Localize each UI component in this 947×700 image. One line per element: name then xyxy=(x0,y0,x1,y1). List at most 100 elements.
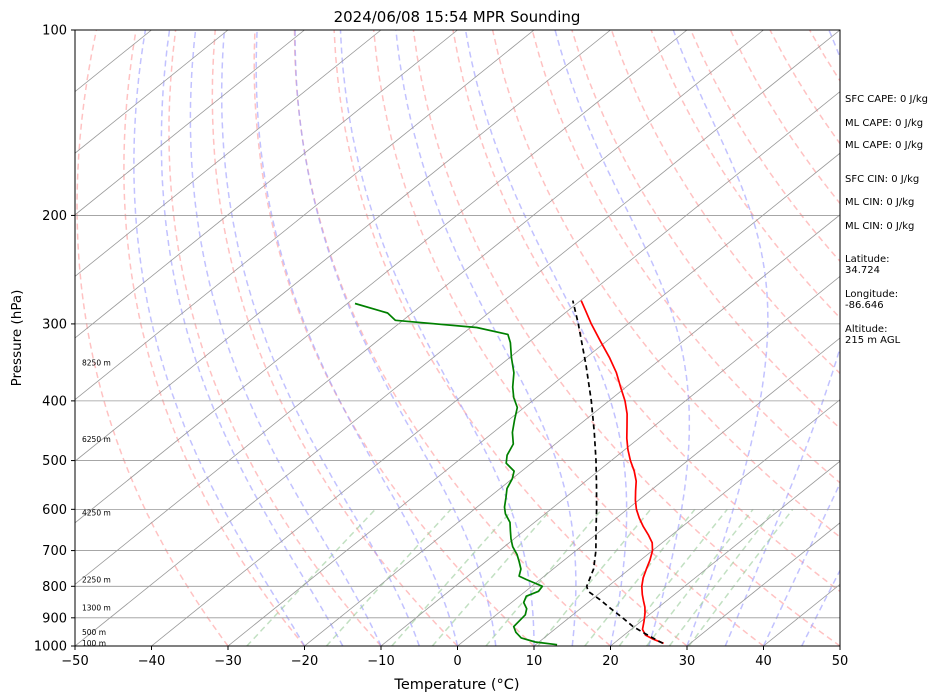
isotherm-line xyxy=(75,30,305,216)
mixing-ratio-line xyxy=(246,508,376,646)
dry-adiabat-line xyxy=(293,30,611,646)
mixing-ratio-line xyxy=(688,508,794,646)
pressure-gridlines xyxy=(75,30,840,646)
x-tick-label: 50 xyxy=(832,654,849,669)
height-label: 8250 m xyxy=(82,358,111,367)
mixing-ratio-line xyxy=(391,508,514,646)
isotherm-line xyxy=(380,275,840,646)
height-label: 2250 m xyxy=(82,576,111,585)
isotherm-line xyxy=(75,30,840,646)
mixing-ratio-line xyxy=(537,508,652,646)
y-axis-label: Pressure (hPa) xyxy=(9,290,25,387)
dry-adiabat-line xyxy=(650,30,840,319)
moist-adiabat-line xyxy=(339,30,535,646)
longitude-value: -86.646 xyxy=(845,300,884,311)
altitude-value: 215 m AGL xyxy=(845,335,901,346)
y-tick-label: 200 xyxy=(42,209,67,224)
moist-adiabat-line xyxy=(133,30,306,646)
x-axis-label: Temperature (°C) xyxy=(393,677,519,693)
x-tick-label: 40 xyxy=(755,654,772,669)
moist-adiabat-line xyxy=(189,30,382,646)
mixing-ratio-line xyxy=(584,508,696,646)
sfc-cape-text: SFC CAPE: 0 J/kg xyxy=(845,94,928,105)
isotherm-line xyxy=(75,30,764,585)
isotherm-line xyxy=(533,399,840,646)
y-tick-label: 300 xyxy=(42,317,67,332)
moist-adiabat-line xyxy=(724,30,840,646)
dry-adiabat-line xyxy=(452,30,840,593)
altitude-label: Altitude: xyxy=(845,324,887,335)
dry-adiabat-line xyxy=(333,30,688,646)
x-tick-label: −40 xyxy=(138,654,165,669)
dry-adiabat-line xyxy=(76,30,229,646)
moist-adiabat-line xyxy=(160,30,344,646)
sounding-series xyxy=(354,300,664,646)
dewpoint-line xyxy=(354,302,558,646)
x-tick-label: −20 xyxy=(291,654,318,669)
x-tick-label: 0 xyxy=(453,654,461,669)
y-tick-label: 400 xyxy=(42,394,67,409)
height-label: 100 m xyxy=(82,639,106,648)
moist-adiabat-line xyxy=(220,30,420,646)
dry-adiabat-line xyxy=(929,30,947,646)
x-tick-label: −10 xyxy=(367,654,394,669)
parcel-line xyxy=(571,300,664,645)
height-label: 1300 m xyxy=(82,604,111,613)
y-axis-ticks: 1000 900 800 700 600 500 400 300 200 100 xyxy=(34,24,75,655)
dry-adiabat-line xyxy=(211,30,459,646)
chart-title: 2024/06/08 15:54 MPR Sounding xyxy=(334,8,581,26)
latitude-label: Latitude: xyxy=(845,254,890,265)
mixing-ratio-line xyxy=(431,508,552,646)
height-labels: 100 m 500 m 1300 m 2250 m 4250 m 6250 m 8250 m xyxy=(82,358,111,647)
moist-adiabat-line xyxy=(255,30,459,646)
latitude-value: 34.724 xyxy=(845,265,880,276)
dry-adiabat-line xyxy=(610,30,840,375)
x-tick-label: −50 xyxy=(61,654,88,669)
temperature-line xyxy=(580,300,664,645)
x-tick-label: 20 xyxy=(602,654,619,669)
isotherm-line xyxy=(75,30,458,339)
ml-cin-text: ML CIN: 0 J/kg xyxy=(845,197,914,208)
y-tick-label: 500 xyxy=(42,454,67,469)
side-panel: SFC CAPE: 0 J/kg ML CAPE: 0 J/kg ML CAPE… xyxy=(845,94,928,346)
y-tick-label: 1000 xyxy=(34,640,67,655)
isotherm-line xyxy=(227,152,840,646)
moist-adiabat-line xyxy=(395,30,577,646)
height-label: 500 m xyxy=(82,628,106,637)
mixing-ratio-line xyxy=(325,508,452,646)
longitude-label: Longitude: xyxy=(845,289,898,300)
isotherm-line xyxy=(75,30,535,401)
ml-cape-text-2: ML CAPE: 0 J/kg xyxy=(845,140,923,151)
y-tick-label: 700 xyxy=(42,544,67,559)
isotherm-line xyxy=(457,337,840,646)
moist-adiabat-line xyxy=(294,30,497,646)
dry-adiabat-line xyxy=(253,30,535,646)
isotherm-line xyxy=(151,91,840,646)
y-tick-label: 800 xyxy=(42,580,67,595)
mixing-ratio-line xyxy=(668,508,775,646)
moist-adiabat-line xyxy=(554,30,691,646)
isotherm-line xyxy=(304,214,840,646)
x-tick-label: 30 xyxy=(679,654,696,669)
x-axis-ticks: −50 −40 −30 −20 −10 0 10 20 30 40 50 xyxy=(61,646,848,669)
isotherm-line xyxy=(75,30,688,524)
isotherm-line xyxy=(75,30,382,277)
background-lines xyxy=(75,30,947,646)
x-tick-label: 10 xyxy=(526,654,543,669)
ml-cape-text: ML CAPE: 0 J/kg xyxy=(845,118,923,129)
isotherm-line xyxy=(75,30,229,154)
isotherm-line xyxy=(610,460,840,646)
dry-adiabat-line xyxy=(571,30,840,430)
height-label: 4250 m xyxy=(82,508,111,517)
height-label: 6250 m xyxy=(82,435,111,444)
moist-adiabat-line xyxy=(464,30,628,646)
y-tick-label: 900 xyxy=(42,611,67,626)
dry-adiabat-line xyxy=(412,30,840,646)
y-tick-label: 100 xyxy=(42,24,67,39)
isotherm-line xyxy=(75,30,611,462)
y-tick-label: 600 xyxy=(42,503,67,518)
x-tick-label: −30 xyxy=(214,654,241,669)
dry-adiabat-line xyxy=(123,30,306,646)
ml-cin-text-2: ML CIN: 0 J/kg xyxy=(845,221,914,232)
